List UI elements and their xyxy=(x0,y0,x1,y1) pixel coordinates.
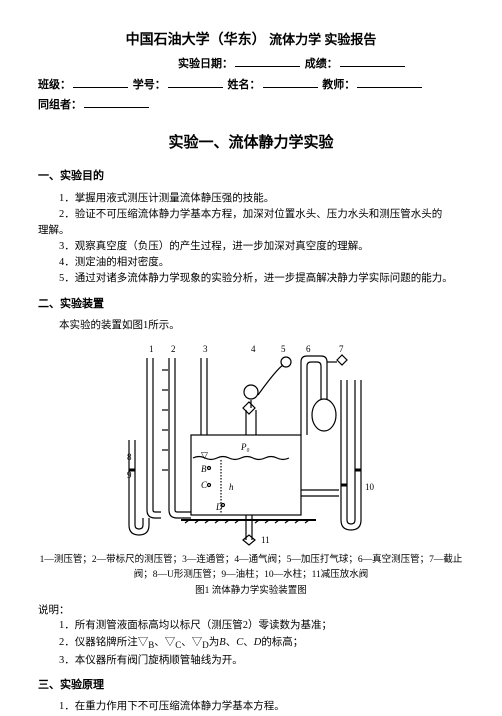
diagram-label-nabla: ▽ xyxy=(201,450,208,460)
diagram-label-h: h xyxy=(229,482,234,492)
diagram-num-3: 3 xyxy=(203,344,208,354)
diagram-svg: 1 2 3 4 5 6 7 P₀ ▽ B C D h xyxy=(121,340,381,550)
label-teacher: 教师： xyxy=(322,79,355,91)
section-2-heading: 二、实验装置 xyxy=(38,296,464,313)
diagram-num-1: 1 xyxy=(149,344,154,354)
sec1-item-5: 5．通过对诸多流体静力学现象的实验分析，进一步提高解决静力学实际问题的能力。 xyxy=(38,271,464,287)
sec1-item-2: 2．验证不可压缩流体静力学基本方程，加深对位置水头、压力水头和测压管水头的 xyxy=(38,207,464,223)
label-date: 实验日期： xyxy=(178,58,233,70)
university-name: 中国石油大学（华东） xyxy=(126,33,266,48)
report-name: 流体力学 实验报告 xyxy=(269,32,376,47)
sec1-item-1: 1．掌握用液式测压计测量流体静压强的技能。 xyxy=(38,191,464,207)
sec1-item-2-cont: 理解。 xyxy=(38,223,464,239)
label-score: 成绩： xyxy=(305,58,338,70)
apparatus-diagram: 1 2 3 4 5 6 7 P₀ ▽ B C D h xyxy=(38,340,464,550)
sec2-intro: 本实验的装置如图1所示。 xyxy=(38,318,464,334)
label-class: 班级： xyxy=(38,79,71,91)
blank-name xyxy=(263,76,318,88)
diagram-legend-1: 1—测压管；2—带标尺的测压管；3—连通管；4—通气阀；5—加压打气球；6—真空… xyxy=(38,554,464,567)
diagram-legend-2: 阀；8—U形测压管；9—油柱；10—水柱；11减压放水阀 xyxy=(38,569,464,582)
experiment-title: 实验一、流体静力学实验 xyxy=(38,132,464,155)
diagram-num-4: 4 xyxy=(251,344,256,354)
diagram-label-p0: P₀ xyxy=(240,442,250,452)
explain-heading: 说明： xyxy=(38,603,464,619)
explain-item-3: 3．本仪器所有阀门旋柄顺管轴线为开。 xyxy=(38,653,464,669)
info-line-3: 同组者： xyxy=(38,96,464,114)
diagram-num-2: 2 xyxy=(171,344,176,354)
diagram-label-B: B xyxy=(201,464,207,474)
blank-date xyxy=(235,55,300,67)
diagram-caption: 图1 流体静力学实验装置图 xyxy=(38,584,464,598)
explain-item-1: 1．所有测管液面标高均以标尺（测压管2）零读数为基准； xyxy=(38,618,464,634)
section-1-heading: 一、实验目的 xyxy=(38,168,464,185)
info-line-1: 实验日期： 成绩： xyxy=(38,55,464,73)
diagram-num-7: 7 xyxy=(339,344,344,354)
blank-score xyxy=(340,55,405,67)
blank-id xyxy=(168,76,223,88)
document-header: 中国石油大学（华东） 流体力学 实验报告 xyxy=(38,30,464,51)
sec1-item-4: 4．测定油的相对密度。 xyxy=(38,255,464,271)
info-line-2: 班级： 学号： 姓名： 教师： xyxy=(38,76,464,94)
diagram-num-11: 11 xyxy=(261,535,270,545)
label-id: 学号： xyxy=(133,79,166,91)
blank-teacher xyxy=(357,76,422,88)
diagram-num-10: 10 xyxy=(365,482,375,492)
blank-class xyxy=(73,76,128,88)
blank-coauthor xyxy=(84,96,149,108)
diagram-num-5: 5 xyxy=(281,344,286,354)
explain-item-2: 2．仪器铭牌所注▽B、▽C、▽D为B、C、D的标高； xyxy=(38,635,464,653)
label-coauthor: 同组者： xyxy=(38,99,82,111)
section-3-heading: 三、实验原理 xyxy=(38,677,464,694)
label-name: 姓名： xyxy=(228,79,261,91)
diagram-num-6: 6 xyxy=(306,344,311,354)
sec1-item-3: 3．观察真空度（负压）的产生过程，进一步加深对真空度的理解。 xyxy=(38,239,464,255)
